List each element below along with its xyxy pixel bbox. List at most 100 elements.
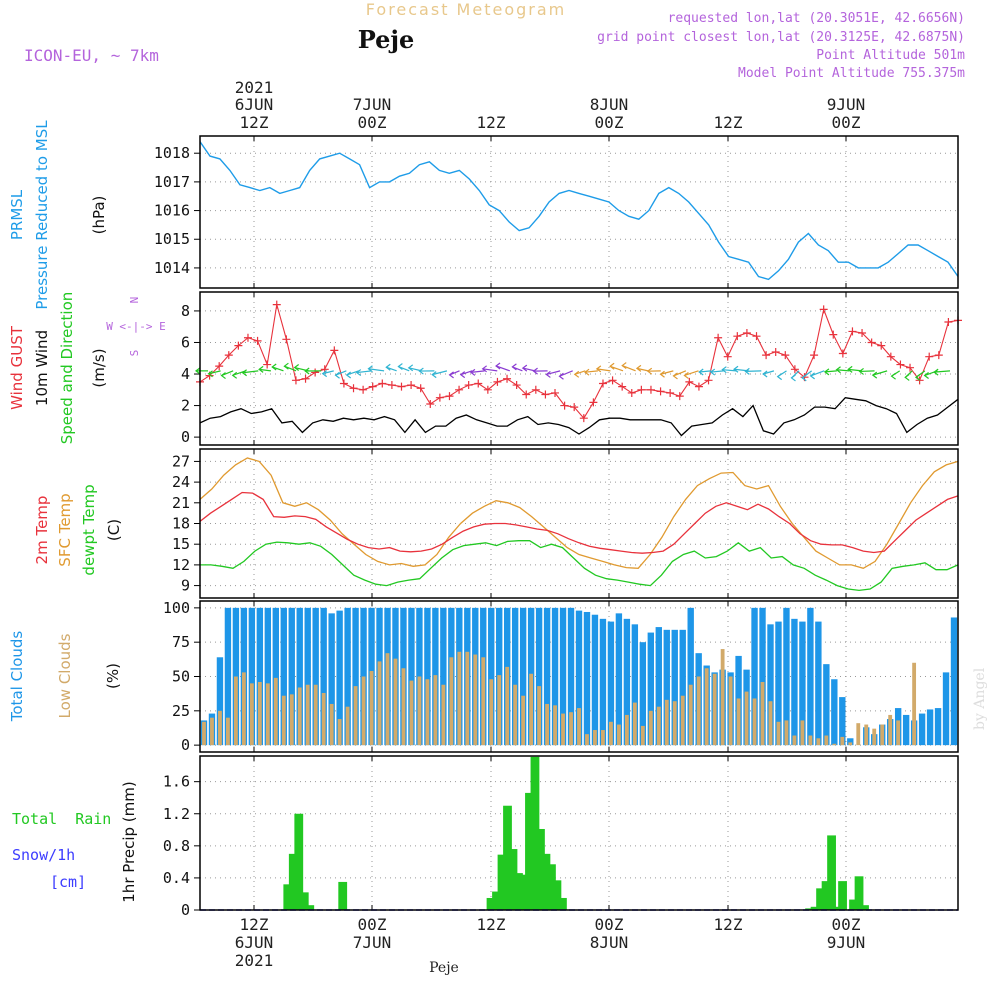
low-cloud-bar: [489, 679, 494, 746]
wind-arrow-head: [271, 363, 277, 371]
pressure-msl-label: Pressure Reduced to MSL: [33, 120, 51, 310]
total-cloud-bar: [847, 738, 854, 746]
total-cloud-bar: [272, 607, 279, 746]
gust-marker: [339, 379, 348, 388]
gust-marker: [349, 384, 358, 393]
rain-bar: [816, 888, 825, 910]
gust-marker: [215, 362, 224, 371]
low-cloud-bar: [880, 724, 885, 746]
celsius-label: (C): [105, 519, 123, 541]
total-cloud-bar: [591, 614, 599, 746]
low-cloud-bar: [736, 698, 741, 746]
wind-direction-arrow: [810, 370, 825, 377]
low-cloud-bar: [401, 668, 406, 746]
wind-direction-arrow: [559, 370, 573, 377]
wind-arrow-head: [283, 362, 289, 370]
top-hour-label: 12Z: [240, 113, 269, 132]
wind-arrow-head: [801, 374, 807, 382]
wind-direction-arrow: [699, 370, 712, 373]
total-cloud-bar: [950, 617, 958, 746]
wind-arrow-head: [469, 368, 476, 376]
low-cloud-bar: [712, 673, 717, 746]
y-tick-label: 75: [172, 633, 190, 651]
wind-direction-arrow: [722, 369, 737, 372]
panel-3: 9 12 15 18 21 24 27: [172, 449, 959, 598]
total-cloud-bar: [942, 672, 950, 746]
low-cloud-bar: [265, 683, 270, 746]
low-cloud-bar: [273, 677, 278, 746]
low-cloud-bar: [417, 676, 422, 746]
compass-east-west: W <-|-> E: [106, 320, 166, 333]
low-cloud-bar: [824, 735, 829, 746]
wind-direction-arrow: [460, 370, 473, 376]
low-cloud-bar: [593, 730, 597, 746]
wind-direction-arrow: [636, 367, 649, 372]
y-tick-label: 4: [181, 365, 190, 383]
wind-arrow-head: [823, 368, 830, 376]
total-cloud-bar: [663, 629, 670, 746]
wind-direction-arrow: [872, 370, 888, 376]
wind-direction-arrow: [622, 365, 636, 372]
wind-arrow-head: [595, 365, 602, 373]
wind-arrow-head: [609, 362, 615, 370]
low-cloud-bar: [704, 668, 709, 746]
total-cloud-bar: [256, 607, 264, 746]
low-cloud-bar: [744, 691, 749, 746]
speed-direction-label: Speed and Direction: [58, 292, 76, 445]
rain-bar: [486, 897, 496, 910]
wind-arrow-head: [207, 370, 213, 378]
gust-marker: [733, 332, 742, 341]
wind-arrow-head: [573, 370, 580, 378]
wind-arrow-head: [407, 364, 414, 372]
wind-arrow-head: [721, 366, 727, 374]
wind-10m-label: 10m Wind: [33, 330, 51, 406]
wind-arrow-head: [835, 366, 841, 374]
total-cloud-bar: [224, 607, 232, 746]
panel-border: [199, 755, 959, 911]
wind-arrow-head: [220, 372, 226, 380]
gust-marker: [896, 360, 905, 369]
total-cloud-bar: [759, 607, 766, 746]
top-hour-label: 12Z: [714, 113, 743, 132]
y-tick-label: 1016: [154, 202, 190, 220]
rain-bar: [827, 835, 836, 910]
total-cloud-bar: [918, 713, 926, 746]
compass-north: N: [128, 297, 141, 304]
low-cloud-bar: [760, 681, 765, 746]
low-cloud-bar: [672, 701, 677, 746]
y-tick-label: 1.6: [163, 773, 190, 791]
wind-direction-arrow: [745, 370, 762, 372]
low-cloud-bar: [337, 719, 342, 746]
gust-marker: [646, 385, 655, 394]
bottom-hour-label: 00Z: [358, 915, 387, 934]
y-tick-label: 18: [172, 515, 190, 533]
wind-arrow-head: [334, 371, 340, 379]
total-cloud-bar: [631, 624, 639, 746]
wind-arrow-head: [231, 371, 238, 379]
low-cloud-bar: [409, 680, 414, 746]
temp-2m-label: 2m Temp: [33, 496, 51, 565]
wind-arrow-head: [558, 372, 564, 380]
low-cloud-bar: [393, 658, 398, 746]
low-cloud-bar: [521, 695, 526, 746]
wind-arrow-head: [532, 367, 538, 375]
gust-marker: [934, 351, 943, 360]
wind-direction-arrow: [432, 370, 448, 376]
panel-border: [199, 600, 959, 753]
total-cloud-bar: [599, 618, 607, 746]
low-cloud-bar: [688, 684, 693, 746]
y-tick-label: 2: [181, 397, 190, 415]
wind-arrow-head: [733, 365, 739, 373]
low-cloud-bar: [537, 686, 542, 746]
wind-arrow-head: [847, 365, 853, 373]
gust-marker: [435, 393, 444, 402]
total-cloud-bar: [320, 607, 327, 746]
wind-direction-arrow: [609, 365, 624, 372]
panel-border: [199, 291, 959, 446]
gust-marker: [771, 347, 780, 356]
low-cloud-bar: [609, 721, 613, 746]
top-time-axis: 2021 6JUN 12Z 7JUN 00Z 12Z 8JUN 00Z 12Z …: [235, 78, 866, 132]
low-cloud-bar: [473, 654, 478, 746]
low-cloud-bar: [664, 699, 669, 746]
gust-marker: [234, 341, 243, 350]
